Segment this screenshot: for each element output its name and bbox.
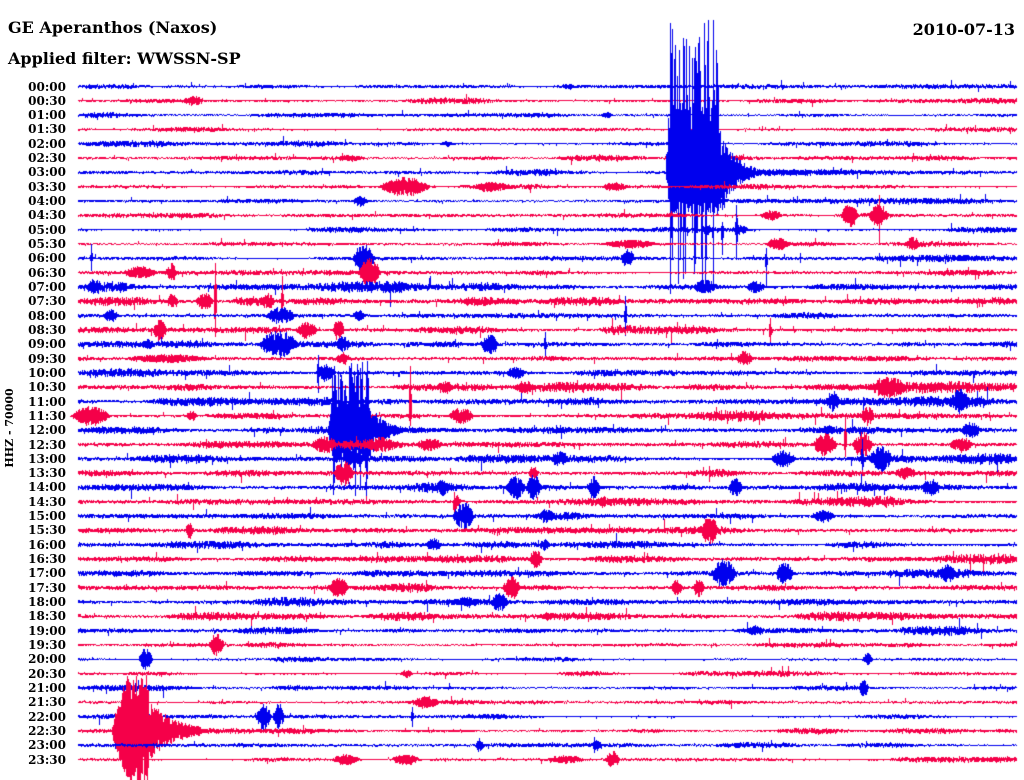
time-label: 16:30 — [28, 552, 66, 567]
time-label: 20:00 — [28, 652, 66, 667]
time-label: 18:00 — [28, 595, 66, 610]
time-label: 00:00 — [28, 79, 66, 94]
time-label: 19:30 — [28, 637, 66, 652]
time-label: 03:30 — [28, 179, 66, 194]
time-label: 19:00 — [28, 623, 66, 638]
time-label: 10:30 — [28, 380, 66, 395]
time-label: 16:00 — [28, 537, 66, 552]
time-label: 04:30 — [28, 208, 66, 223]
time-label: 07:00 — [28, 279, 66, 294]
time-label: 15:00 — [28, 509, 66, 524]
time-label: 01:00 — [28, 108, 66, 123]
time-label: 22:00 — [28, 709, 66, 724]
time-label: 05:30 — [28, 237, 66, 252]
time-label: 21:00 — [28, 680, 66, 695]
time-label: 03:00 — [28, 165, 66, 180]
date-label: 2010-07-13 — [912, 20, 1015, 39]
time-label: 11:00 — [28, 394, 66, 409]
station-title: GE Aperanthos (Naxos) — [8, 18, 218, 37]
time-label: 07:30 — [28, 294, 66, 309]
time-label: 02:30 — [28, 151, 66, 166]
time-label: 09:30 — [28, 351, 66, 366]
time-label: 06:30 — [28, 265, 66, 280]
time-label: 05:00 — [28, 222, 66, 237]
time-label: 18:30 — [28, 609, 66, 624]
time-label: 12:30 — [28, 437, 66, 452]
time-label: 11:30 — [28, 408, 66, 423]
time-label: 01:30 — [28, 122, 66, 137]
time-label: 13:00 — [28, 451, 66, 466]
time-label: 10:00 — [28, 365, 66, 380]
time-label: 13:30 — [28, 466, 66, 481]
time-label: 17:00 — [28, 566, 66, 581]
time-label: 08:30 — [28, 322, 66, 337]
time-label: 02:00 — [28, 136, 66, 151]
time-label: 08:00 — [28, 308, 66, 323]
applied-filter-label: Applied filter: WWSSN-SP — [8, 49, 241, 68]
time-label: 09:00 — [28, 337, 66, 352]
time-label: 00:30 — [28, 93, 66, 108]
time-label: 14:00 — [28, 480, 66, 495]
time-label: 23:00 — [28, 738, 66, 753]
time-label: 20:30 — [28, 666, 66, 681]
time-label: 12:00 — [28, 423, 66, 438]
time-label: 22:30 — [28, 723, 66, 738]
time-label: 14:30 — [28, 494, 66, 509]
time-label: 21:30 — [28, 695, 66, 710]
time-label: 23:30 — [28, 752, 66, 767]
time-label: 17:30 — [28, 580, 66, 595]
time-label: 04:00 — [28, 194, 66, 209]
time-label: 15:30 — [28, 523, 66, 538]
time-label: 06:00 — [28, 251, 66, 266]
